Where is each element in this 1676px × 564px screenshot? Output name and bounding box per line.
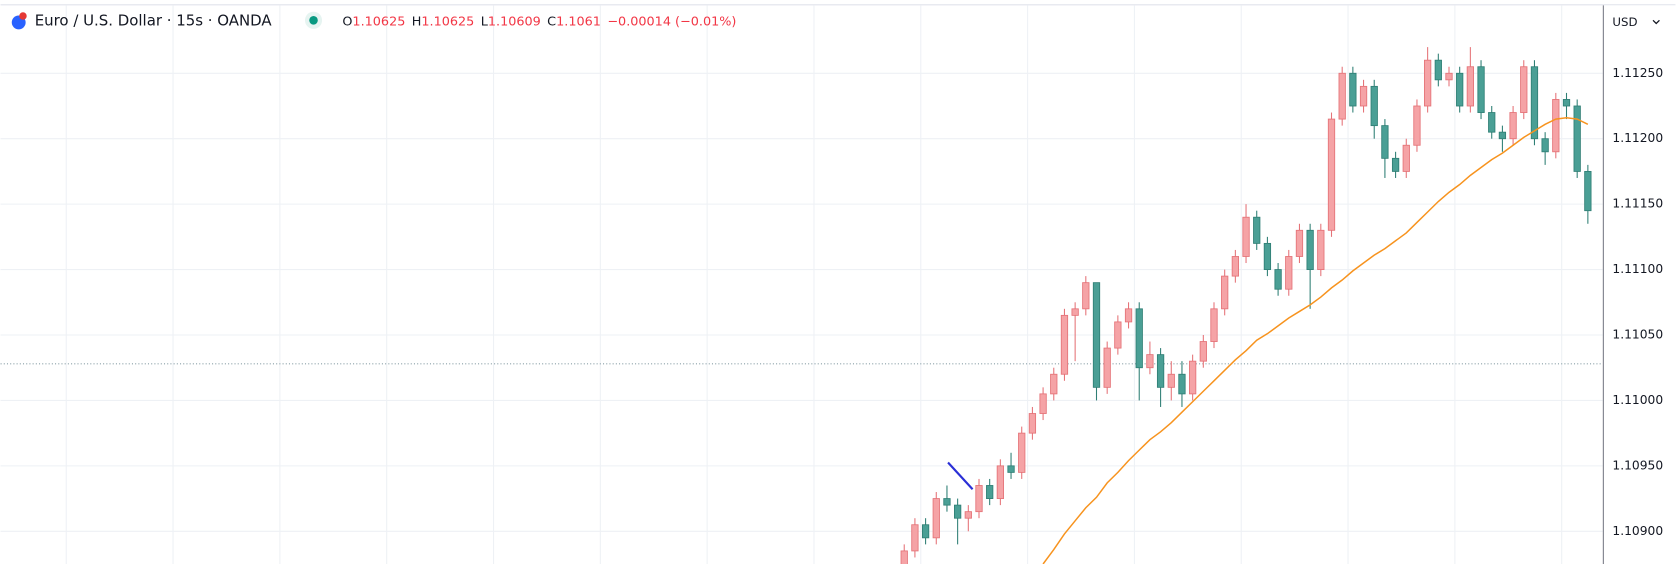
- candle-body: [1562, 99, 1571, 107]
- candle-body: [1135, 308, 1143, 369]
- candle-body: [921, 524, 930, 539]
- y-axis-labels: 1.10900 1.10950 1.11000 1.11050 1.11100 1.111…: [1612, 66, 1663, 538]
- candle-body: [900, 550, 908, 564]
- candle-body: [1103, 347, 1111, 388]
- candle-body: [1584, 170, 1592, 212]
- y-tick-label: 1.11150: [1612, 197, 1663, 211]
- candle-body: [1317, 229, 1325, 270]
- y-tick-label: 1.11000: [1612, 393, 1663, 407]
- candle-body: [964, 511, 972, 519]
- candle-body: [1050, 373, 1058, 395]
- dropdown-arrow: [1652, 19, 1660, 25]
- y-tick-label: 1.11250: [1612, 66, 1663, 80]
- candle-body: [975, 485, 983, 513]
- ohlc-label: C: [547, 14, 556, 29]
- candle-body: [954, 504, 962, 519]
- candle-body: [1488, 112, 1496, 133]
- ohlc-value: 1.10625: [421, 14, 474, 29]
- drawing-line[interactable]: [947, 461, 974, 490]
- candle-body: [1306, 229, 1314, 270]
- candle-body: [1210, 308, 1218, 342]
- candle-body: [1167, 373, 1175, 388]
- candle-body: [1082, 282, 1090, 310]
- candle-body: [1018, 432, 1026, 473]
- candle-body: [1434, 59, 1442, 81]
- candle-body: [1114, 321, 1122, 349]
- symbol-title: Euro / U.S. Dollar · 15s · OANDA: [35, 11, 273, 29]
- ohlc-values: O1.10625 H1.10625 L1.10609 C1.1061 −0.00014 …: [342, 14, 736, 29]
- candle-body: [1039, 393, 1047, 414]
- candle-body: [986, 485, 994, 499]
- candle-body: [1060, 314, 1069, 375]
- candle-body: [1071, 308, 1079, 316]
- candle-body: [1146, 354, 1154, 369]
- candle-body: [1445, 72, 1453, 81]
- candle-body: [1178, 373, 1186, 395]
- candle-body: [1520, 66, 1528, 113]
- candle-body: [1124, 308, 1133, 323]
- candle-body: [1541, 138, 1549, 153]
- candle-body: [1327, 118, 1336, 231]
- candle-body: [1263, 242, 1272, 270]
- price-axis: [1602, 5, 1676, 564]
- ohlc-label: H: [412, 14, 422, 29]
- candle-body: [1242, 216, 1250, 257]
- change: −0.00014 (−0.01%): [607, 14, 736, 29]
- candle-body: [1189, 360, 1197, 395]
- candle-body: [1028, 413, 1037, 434]
- candle-body: [1477, 66, 1485, 113]
- candle-body: [1509, 112, 1517, 140]
- candle-body: [1274, 269, 1282, 290]
- ohlc-label: O: [342, 14, 352, 29]
- y-tick-label: 1.10950: [1612, 458, 1663, 472]
- candle-body: [932, 498, 940, 539]
- candle-body: [1231, 256, 1239, 277]
- candle-body: [1466, 66, 1474, 107]
- candle-body: [911, 524, 919, 552]
- candle-body: [1359, 85, 1368, 107]
- y-tick-label: 1.11100: [1612, 262, 1663, 276]
- market-status-dot: [309, 16, 318, 25]
- candle-body: [1338, 72, 1346, 120]
- candle-body: [1456, 72, 1464, 107]
- candle-body: [1381, 125, 1389, 159]
- candle-body: [996, 465, 1004, 499]
- candle-body: [1573, 105, 1581, 172]
- candle-body: [1285, 256, 1293, 290]
- candle-body: [1530, 66, 1539, 140]
- candle-body: [1413, 105, 1421, 146]
- candle-body: [1402, 144, 1410, 172]
- y-tick-label: 1.11050: [1612, 327, 1663, 341]
- candle-body: [1092, 282, 1101, 388]
- candle-body: [1007, 465, 1015, 473]
- candle-body: [1498, 131, 1507, 140]
- candle-body: [1349, 72, 1357, 107]
- horizontal-grid: [0, 72, 1603, 532]
- currency[interactable]: USD: [1612, 15, 1637, 29]
- ohlc-value: 1.10609: [488, 14, 541, 29]
- candle-body: [1156, 354, 1165, 388]
- candle-body: [943, 498, 951, 506]
- ohlc-value: 1.10625: [352, 14, 405, 29]
- moving-average: [1042, 117, 1589, 564]
- candle-body: [1253, 216, 1261, 244]
- candle-body: [1221, 275, 1229, 310]
- plot: [0, 47, 1603, 564]
- candle-body: [1199, 341, 1207, 362]
- candle-body: [1370, 85, 1378, 127]
- currency-button[interactable]: [1606, 9, 1671, 36]
- ohlc-value: 1.1061: [556, 14, 601, 29]
- y-tick-label: 1.11200: [1612, 131, 1663, 145]
- vertical-grid: [65, 5, 1563, 564]
- ohlc-label: L: [481, 14, 489, 29]
- candle-body: [1391, 157, 1400, 172]
- header: Euro / U.S. Dollar · 15s · OANDA O1.1062…: [11, 11, 736, 30]
- symbol-logo-flag: [19, 12, 27, 20]
- candle-body: [1424, 59, 1432, 107]
- candle-body: [1295, 229, 1304, 257]
- candle-body: [1552, 99, 1560, 153]
- y-tick-label: 1.10900: [1612, 524, 1663, 538]
